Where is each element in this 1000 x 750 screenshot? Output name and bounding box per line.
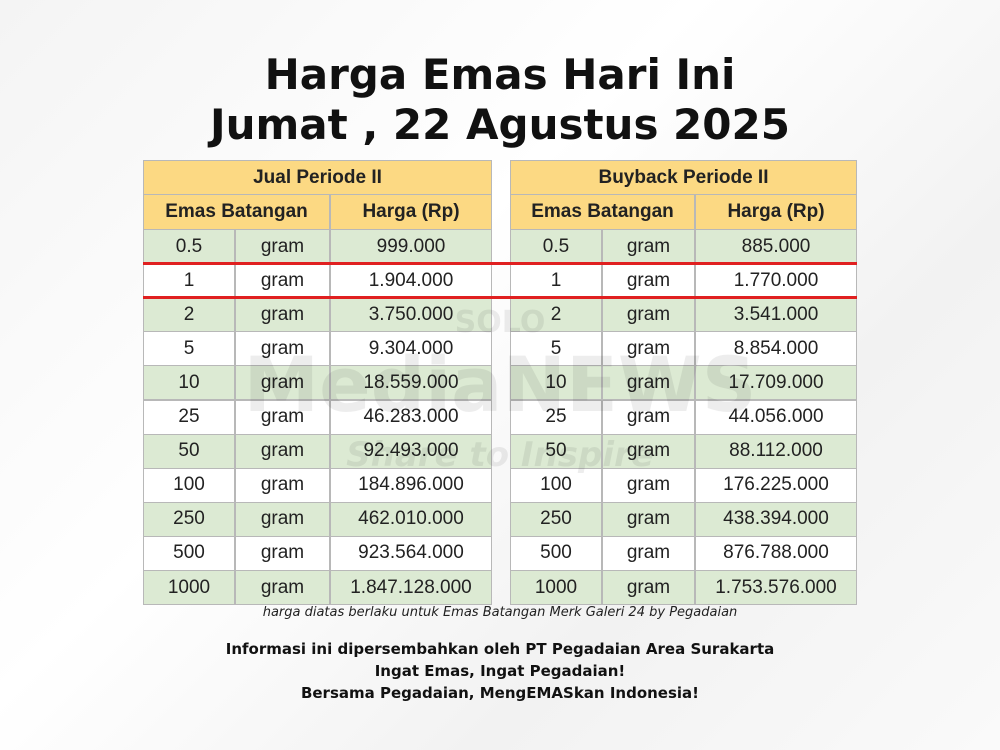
info-line: Ingat Emas, Ingat Pegadaian! bbox=[374, 662, 626, 680]
price: 92.493.000 bbox=[330, 433, 492, 469]
weight: 100 bbox=[510, 467, 602, 503]
price: 462.010.000 bbox=[330, 501, 492, 537]
price: 9.304.000 bbox=[330, 331, 492, 367]
unit: gram bbox=[602, 433, 695, 469]
weight: 10 bbox=[143, 365, 235, 401]
table-title: Jual Periode II bbox=[143, 160, 492, 195]
unit: gram bbox=[602, 263, 695, 299]
weight: 50 bbox=[510, 433, 602, 469]
unit: gram bbox=[235, 331, 330, 367]
weight: 1000 bbox=[510, 570, 602, 606]
column-header: Harga (Rp) bbox=[330, 194, 492, 230]
weight: 25 bbox=[143, 399, 235, 435]
price: 46.283.000 bbox=[330, 399, 492, 435]
unit: gram bbox=[235, 365, 330, 401]
unit: gram bbox=[602, 229, 695, 265]
weight: 1 bbox=[510, 263, 602, 299]
weight: 500 bbox=[143, 535, 235, 571]
weight: 5 bbox=[143, 331, 235, 367]
unit: gram bbox=[602, 297, 695, 333]
unit: gram bbox=[602, 535, 695, 571]
weight: 5 bbox=[510, 331, 602, 367]
info-line: Bersama Pegadaian, MengEMASkan Indonesia… bbox=[300, 684, 700, 702]
price: 18.559.000 bbox=[330, 365, 492, 401]
price: 8.854.000 bbox=[695, 331, 857, 367]
price: 44.056.000 bbox=[695, 399, 857, 435]
column-header: Emas Batangan bbox=[510, 194, 695, 230]
info-line: Informasi ini dipersembahkan oleh PT Peg… bbox=[225, 640, 775, 658]
highlight-line bbox=[143, 296, 857, 299]
price: 923.564.000 bbox=[330, 535, 492, 571]
watermark: SOLO bbox=[454, 305, 546, 340]
watermark: MediaNEWS bbox=[243, 340, 757, 429]
title: Jumat , 22 Agustus 2025 bbox=[210, 100, 790, 149]
unit: gram bbox=[602, 501, 695, 537]
weight: 100 bbox=[143, 467, 235, 503]
table-title: Buyback Periode II bbox=[510, 160, 857, 195]
price: 176.225.000 bbox=[695, 467, 857, 503]
price: 885.000 bbox=[695, 229, 857, 265]
footnote: harga diatas berlaku untuk Emas Batangan… bbox=[262, 605, 738, 620]
unit: gram bbox=[235, 501, 330, 537]
column-header: Emas Batangan bbox=[143, 194, 330, 230]
price: 999.000 bbox=[330, 229, 492, 265]
weight: 25 bbox=[510, 399, 602, 435]
weight: 250 bbox=[143, 501, 235, 537]
weight: 500 bbox=[510, 535, 602, 571]
weight: 1000 bbox=[143, 570, 235, 606]
weight: 1 bbox=[143, 263, 235, 299]
unit: gram bbox=[235, 229, 330, 265]
title: Harga Emas Hari Ini bbox=[264, 50, 736, 99]
column-header: Harga (Rp) bbox=[695, 194, 857, 230]
unit: gram bbox=[235, 467, 330, 503]
unit: gram bbox=[235, 570, 330, 606]
unit: gram bbox=[602, 331, 695, 367]
price: 876.788.000 bbox=[695, 535, 857, 571]
weight: 0.5 bbox=[510, 229, 602, 265]
price: 1.753.576.000 bbox=[695, 570, 857, 606]
unit: gram bbox=[602, 570, 695, 606]
weight: 50 bbox=[143, 433, 235, 469]
highlight-line bbox=[143, 262, 857, 265]
unit: gram bbox=[602, 399, 695, 435]
unit: gram bbox=[235, 535, 330, 571]
weight: 250 bbox=[510, 501, 602, 537]
price: 1.847.128.000 bbox=[330, 570, 492, 606]
price: 1.770.000 bbox=[695, 263, 857, 299]
unit: gram bbox=[235, 263, 330, 299]
price: 438.394.000 bbox=[695, 501, 857, 537]
watermark: Share to Inspire bbox=[346, 435, 654, 475]
weight: 0.5 bbox=[143, 229, 235, 265]
price: 1.904.000 bbox=[330, 263, 492, 299]
